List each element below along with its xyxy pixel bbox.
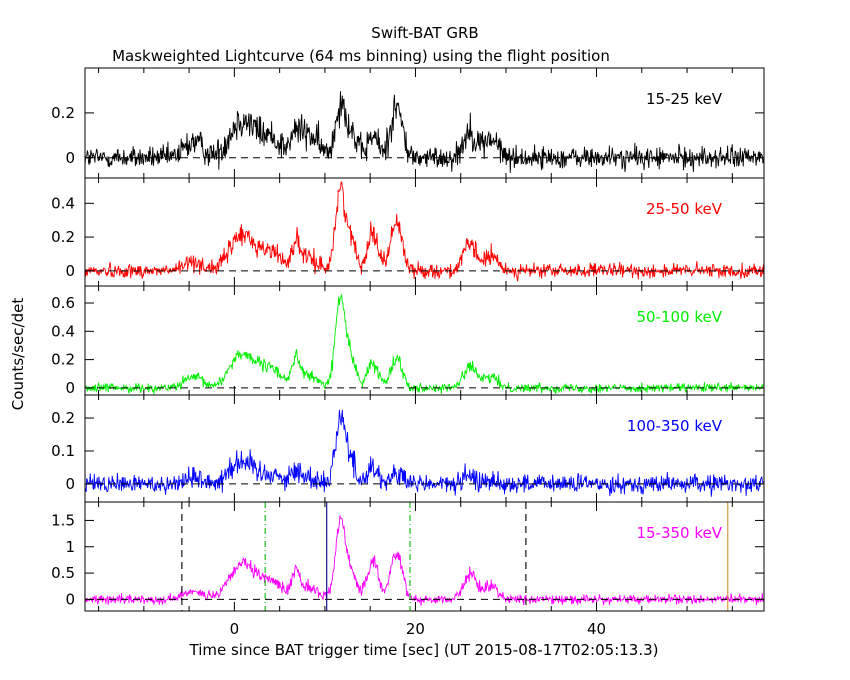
y-tick-label: 0.1	[51, 442, 75, 460]
y-tick-label: 0.4	[51, 322, 75, 340]
x-axis-label: Time since BAT trigger time [sec] (UT 20…	[189, 641, 659, 659]
y-tick-label: 0.2	[51, 351, 75, 369]
x-tick-label: 40	[587, 620, 606, 638]
x-tick-label: 0	[230, 620, 240, 638]
panels-group: 0 0.2 15-25 keV 0 0.2 0.4 25-50 keV 0 0.2 0.4 0.6 5…	[51, 67, 765, 638]
panel-frame	[84, 501, 765, 612]
y-tick-label: 0.2	[51, 409, 75, 427]
panel-3: 0 0.2 0.4 0.6 50-100 keV	[51, 285, 765, 397]
band-label: 50-100 keV	[636, 308, 722, 326]
band-label: 15-350 keV	[636, 524, 722, 542]
y-tick-label: 0	[65, 262, 75, 280]
lightcurve-series	[84, 181, 764, 282]
panel-1: 0 0.2 15-25 keV	[51, 67, 765, 179]
y-axis-label: Counts/sec/det	[9, 298, 27, 411]
y-tick-label: 1.5	[51, 511, 75, 529]
band-label: 15-25 keV	[646, 90, 723, 108]
chart-subtitle: Maskweighted Lightcurve (64 ms binning) …	[112, 47, 610, 65]
y-tick-label: 0.6	[51, 294, 75, 312]
panel-4: 0 0.1 0.2 100-350 keV	[51, 394, 765, 503]
lightcurve-series	[85, 293, 764, 395]
panel-5: 0 0.5 1 1.5 15-350 keV	[51, 501, 765, 612]
y-tick-label: 0	[65, 475, 75, 493]
panel-2: 0 0.2 0.4 25-50 keV	[51, 177, 765, 287]
y-tick-label: 0.2	[51, 104, 75, 122]
lightcurve-series	[84, 91, 764, 173]
chart-title: Swift-BAT GRB	[371, 24, 478, 42]
y-tick-label: 0.2	[51, 228, 75, 246]
y-tick-label: 0	[65, 149, 75, 167]
x-tick-label: 20	[406, 620, 425, 638]
band-label: 25-50 keV	[646, 200, 723, 218]
y-tick-label: 0.4	[51, 194, 75, 212]
y-tick-label: 0	[65, 590, 75, 608]
panel-frame	[84, 67, 765, 179]
y-tick-label: 1	[65, 538, 75, 556]
panel-frame	[84, 394, 765, 503]
band-label: 100-350 keV	[627, 417, 723, 435]
y-tick-label: 0	[65, 379, 75, 397]
y-tick-label: 0.5	[51, 564, 75, 582]
lightcurve-series	[84, 515, 764, 606]
